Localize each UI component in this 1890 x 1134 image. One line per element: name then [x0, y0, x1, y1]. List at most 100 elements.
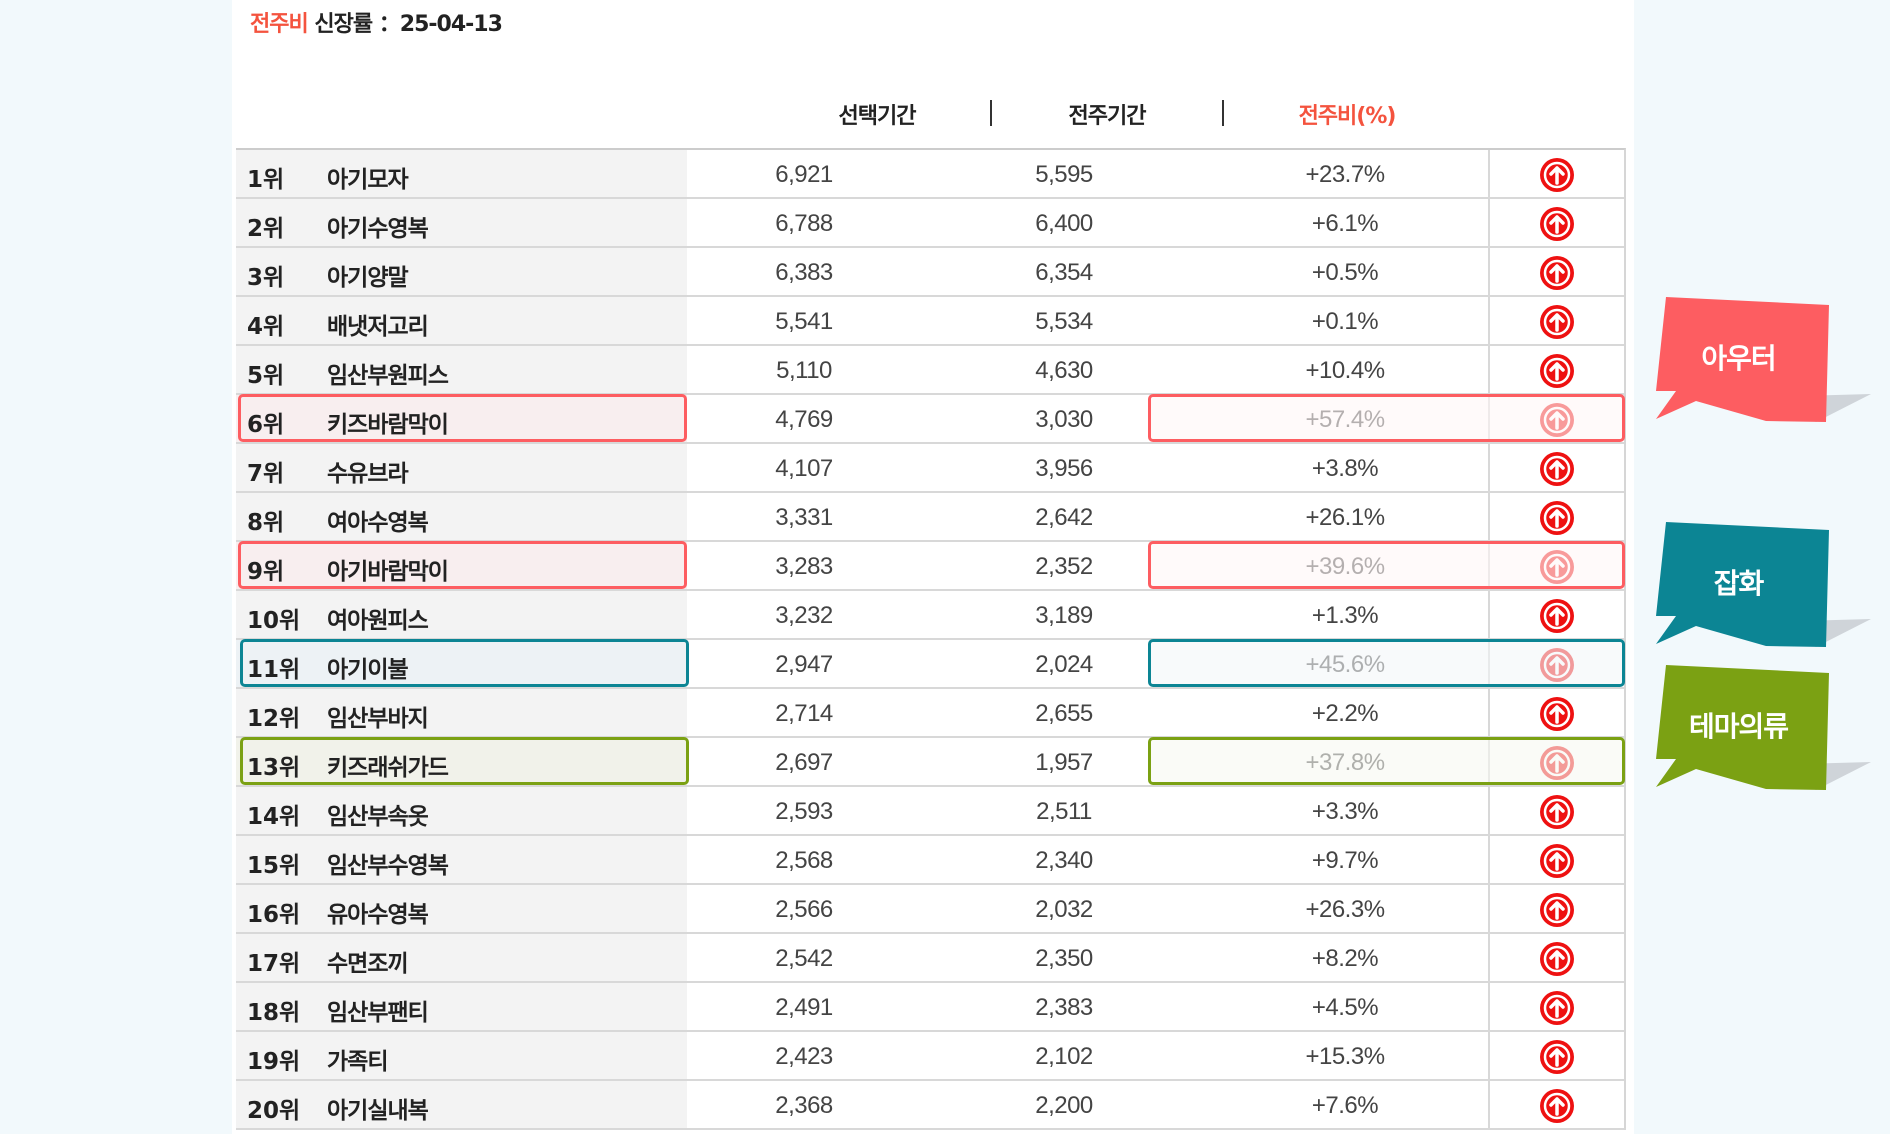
table-row: 6위 키즈바람막이 4,769 3,030 +57.4%	[236, 395, 1624, 444]
table-row: 18위 임산부팬티 2,491 2,383 +4.5%	[236, 983, 1624, 1032]
previous-value: 2,383	[1035, 994, 1093, 1021]
rank: 3위	[247, 265, 285, 291]
previous-value: 1,957	[1035, 749, 1093, 776]
rank-name-cell	[236, 150, 687, 197]
selected-value: 2,568	[775, 847, 833, 874]
category-name: 키즈래쉬가드	[327, 755, 449, 781]
arrow-up-circle-icon	[1540, 354, 1574, 388]
previous-value: 5,595	[1035, 161, 1093, 188]
selected-value: 2,542	[775, 945, 833, 972]
column-divider	[1488, 346, 1490, 393]
arrow-up-circle-icon	[1540, 207, 1574, 241]
ratio-value: +2.2%	[1311, 700, 1379, 727]
page-title: 전주비 신장률 ：25-04-13	[250, 6, 503, 38]
table-row: 19위 가족티 2,423 2,102 +15.3%	[236, 1032, 1624, 1081]
column-divider	[1488, 836, 1490, 883]
category-name: 임산부원피스	[327, 363, 449, 389]
category-name: 아기수영복	[327, 216, 429, 242]
table-row: 20위 아기실내복 2,368 2,200 +7.6%	[236, 1081, 1624, 1130]
previous-value: 2,200	[1035, 1092, 1093, 1119]
rank: 4위	[247, 314, 285, 340]
header-separator	[1222, 100, 1224, 126]
arrow-up-circle-icon	[1540, 256, 1574, 290]
previous-value: 2,032	[1035, 896, 1093, 923]
ratio-value: +57.4%	[1305, 406, 1385, 433]
ratio-value: +37.8%	[1305, 749, 1385, 776]
category-name: 여아원피스	[327, 608, 429, 634]
selected-value: 6,383	[775, 259, 833, 286]
rank-name-cell	[236, 248, 687, 295]
table-row: 15위 임산부수영복 2,568 2,340 +9.7%	[236, 836, 1624, 885]
arrow-up-circle-icon	[1540, 1040, 1574, 1074]
rank: 20위	[247, 1098, 301, 1124]
category-name: 수면조끼	[327, 951, 409, 977]
column-divider	[1488, 689, 1490, 736]
arrow-up-circle-icon	[1540, 158, 1574, 192]
previous-value: 2,350	[1035, 945, 1093, 972]
arrow-up-circle-icon	[1540, 697, 1574, 731]
ratio-value: +15.3%	[1305, 1043, 1385, 1070]
ratio-value: +39.6%	[1305, 553, 1385, 580]
rank: 6위	[247, 412, 285, 438]
rank-name-cell	[236, 395, 687, 442]
rank: 11위	[247, 657, 301, 683]
table-row: 2위 아기수영복 6,788 6,400 +6.1%	[236, 199, 1624, 248]
rank-name-cell	[236, 934, 687, 981]
selected-value: 3,331	[775, 504, 833, 531]
column-divider	[1488, 640, 1490, 687]
selected-value: 2,491	[775, 994, 833, 1021]
arrow-up-circle-icon	[1540, 550, 1574, 584]
category-name: 배냇저고리	[327, 314, 429, 340]
rank: 2위	[247, 216, 285, 242]
table-row: 12위 임산부바지 2,714 2,655 +2.2%	[236, 689, 1624, 738]
rank-name-cell	[236, 885, 687, 932]
rank-name-cell	[236, 689, 687, 736]
rank-name-cell	[236, 640, 687, 687]
column-divider	[1488, 542, 1490, 589]
column-divider	[1488, 787, 1490, 834]
category-name: 임산부팬티	[327, 1000, 429, 1026]
selected-value: 2,714	[775, 700, 833, 727]
category-name: 임산부속옷	[327, 804, 429, 830]
callout-theme: 테마의류	[1656, 665, 1871, 815]
arrow-up-circle-icon	[1540, 991, 1574, 1025]
ranking-table: 1위 아기모자 6,921 5,595 +23.7% 2위 아기수영복 6,78…	[236, 148, 1626, 1130]
table-row: 17위 수면조끼 2,542 2,350 +8.2%	[236, 934, 1624, 983]
selected-value: 5,110	[776, 357, 832, 384]
column-divider	[1488, 885, 1490, 932]
rank: 13위	[247, 755, 301, 781]
table-row: 16위 유아수영복 2,566 2,032 +26.3%	[236, 885, 1624, 934]
rank-name-cell	[236, 297, 687, 344]
table-row: 10위 여아원피스 3,232 3,189 +1.3%	[236, 591, 1624, 640]
column-divider	[1488, 1081, 1490, 1128]
rank-name-cell	[236, 199, 687, 246]
selected-value: 4,769	[775, 406, 833, 433]
callout-label: 아우터	[1701, 342, 1776, 375]
previous-value: 4,630	[1035, 357, 1093, 384]
previous-value: 2,352	[1035, 553, 1093, 580]
previous-value: 2,340	[1035, 847, 1093, 874]
previous-value: 5,534	[1035, 308, 1093, 335]
ratio-value: +3.3%	[1311, 798, 1379, 825]
arrow-up-circle-icon	[1540, 893, 1574, 927]
selected-value: 5,541	[775, 308, 833, 335]
rank: 1위	[247, 167, 285, 193]
column-divider	[1488, 983, 1490, 1030]
ratio-value: +1.3%	[1311, 602, 1379, 629]
category-name: 가족티	[327, 1049, 388, 1075]
ratio-value: +45.6%	[1305, 651, 1385, 678]
ratio-value: +9.7%	[1311, 847, 1379, 874]
table-row: 11위 아기이불 2,947 2,024 +45.6%	[236, 640, 1624, 689]
callout-misc: 잡화	[1656, 522, 1871, 672]
column-divider	[1488, 248, 1490, 295]
rank: 5위	[247, 363, 285, 389]
table-row: 3위 아기양말 6,383 6,354 +0.5%	[236, 248, 1624, 297]
ratio-value: +6.1%	[1311, 210, 1379, 237]
arrow-up-circle-icon	[1540, 648, 1574, 682]
rank-name-cell	[236, 444, 687, 491]
selected-value: 2,593	[775, 798, 833, 825]
selected-value: 2,566	[775, 896, 833, 923]
selected-value: 2,423	[775, 1043, 833, 1070]
category-name: 임산부바지	[327, 706, 429, 732]
selected-value: 2,947	[775, 651, 833, 678]
